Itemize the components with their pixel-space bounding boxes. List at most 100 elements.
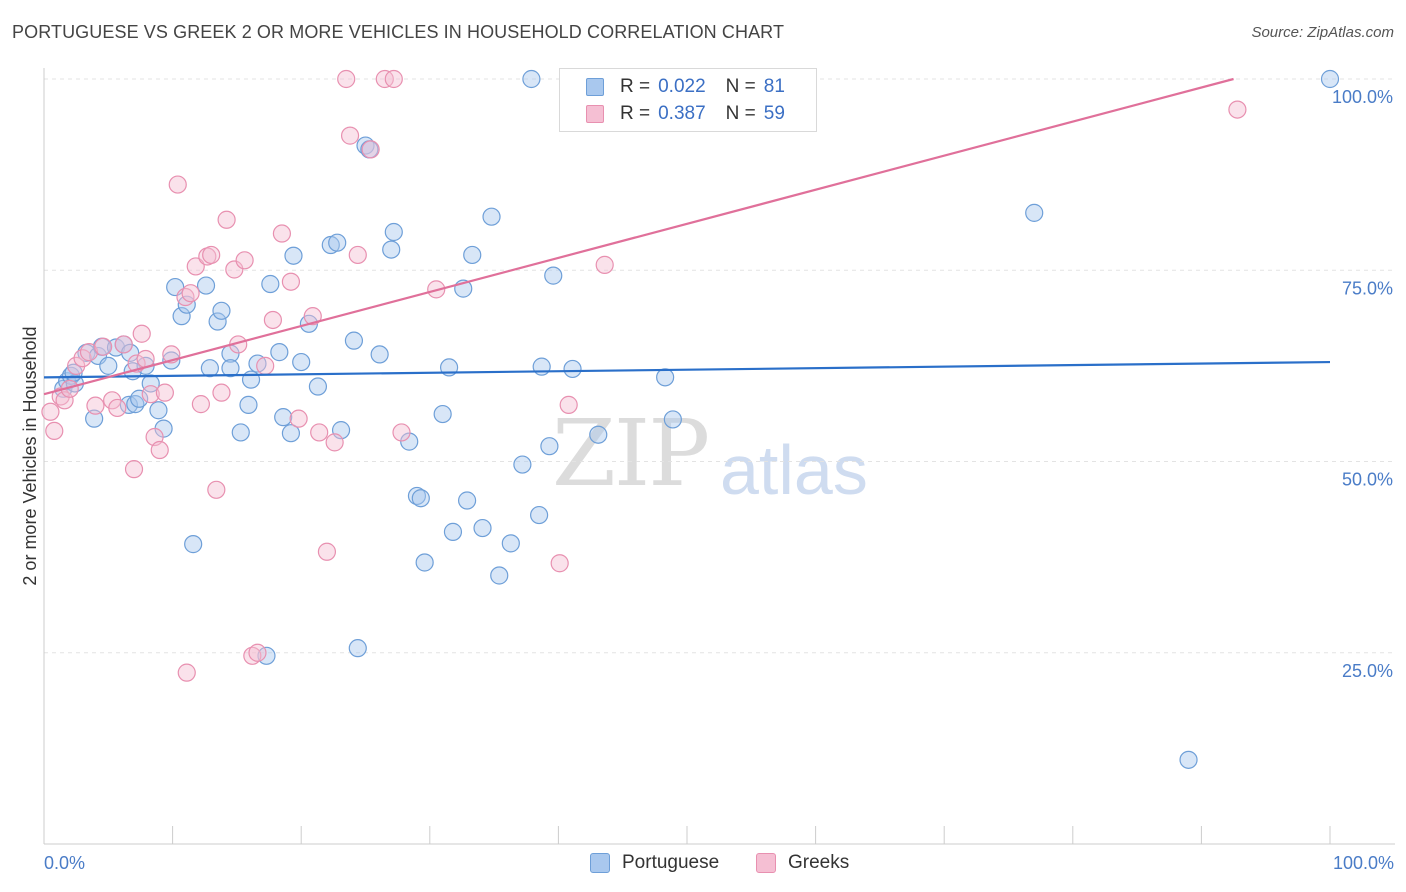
portuguese-point <box>208 312 227 331</box>
portuguese-point <box>177 295 196 314</box>
x-tick-label-min: 0.0% <box>44 853 85 873</box>
greeks-point <box>361 140 380 159</box>
legend-label-greeks: Greeks <box>788 852 850 873</box>
portuguese-point <box>141 374 160 393</box>
portuguese-point <box>348 639 367 658</box>
portuguese-point <box>130 389 149 408</box>
greeks-point <box>186 257 205 276</box>
greeks-point <box>41 402 60 421</box>
portuguese-point <box>231 423 250 442</box>
legend-swatch-greeks <box>586 105 604 123</box>
legend-swatch-portuguese <box>590 853 610 873</box>
portuguese-point <box>522 69 541 89</box>
greeks-point <box>317 542 337 561</box>
portuguese-point <box>149 401 168 420</box>
portuguese-point <box>411 489 430 508</box>
greeks-point <box>225 260 244 279</box>
greeks-point <box>79 343 99 362</box>
legend-row-greeks: R = 0.387 N = 59 <box>586 101 785 127</box>
greeks-point <box>392 423 411 442</box>
greeks-point <box>132 324 151 343</box>
portuguese-point <box>563 359 582 379</box>
greeks-point <box>1228 100 1247 119</box>
portuguese-point <box>370 345 389 364</box>
legend-n-value: 81 <box>763 76 785 97</box>
portuguese-point <box>344 331 364 350</box>
portuguese-trend-line <box>43 360 1331 379</box>
portuguese-point <box>119 395 138 414</box>
portuguese-point <box>284 246 303 265</box>
portuguese-point <box>241 370 261 389</box>
portuguese-point <box>200 359 219 378</box>
greeks-point <box>202 245 221 265</box>
greeks-point <box>168 175 187 194</box>
greeks-point <box>86 396 105 415</box>
portuguese-point <box>261 274 280 294</box>
greeks-point <box>325 433 344 452</box>
greeks-point <box>124 460 144 479</box>
axes <box>43 68 1395 845</box>
grid-lines <box>44 78 1395 654</box>
legend-n-label: N = <box>725 103 756 124</box>
portuguese-point <box>540 437 559 456</box>
portuguese-point <box>463 245 482 265</box>
axis-labels: 2 or more Vehicles in Household 0.0% 100… <box>20 87 1394 873</box>
greeks-point <box>243 646 262 665</box>
portuguese-point <box>1025 203 1044 222</box>
portuguese-point <box>433 404 452 424</box>
legend-r-label: R = <box>620 103 651 124</box>
greeks-point <box>45 421 64 440</box>
legend-item-portuguese[interactable]: Portuguese <box>590 852 719 874</box>
greeks-point <box>272 224 292 243</box>
x-tick-label-max: 100.0% <box>1333 853 1394 873</box>
legend-row-portuguese: R = 0.022 N = 81 <box>586 74 785 100</box>
portuguese-point <box>443 522 463 541</box>
trend-lines <box>43 77 1331 396</box>
portuguese-point <box>530 505 549 525</box>
greeks-point <box>559 395 578 414</box>
greeks-point <box>181 284 200 303</box>
portuguese-point <box>1179 750 1198 769</box>
greeks-point <box>310 423 329 442</box>
portuguese-point <box>501 534 520 553</box>
greeks-point <box>141 385 160 404</box>
greeks-trend-line <box>43 77 1234 396</box>
portuguese-point <box>239 395 258 414</box>
chart-title: PORTUGUESE VS GREEK 2 OR MORE VEHICLES I… <box>12 22 785 42</box>
portuguese-point <box>513 455 532 474</box>
portuguese-point <box>656 368 675 387</box>
greeks-point <box>150 440 169 460</box>
legend-item-greeks[interactable]: Greeks <box>756 852 849 874</box>
greeks-point <box>348 245 367 265</box>
watermark-zip: ZIP <box>552 400 710 507</box>
y-axis-label: 2 or more Vehicles in Household <box>20 326 40 585</box>
greeks-point <box>281 272 301 291</box>
greeks-point <box>248 643 267 662</box>
greeks-point <box>595 255 614 274</box>
legend-n-value: 59 <box>763 103 785 124</box>
portuguese-point <box>544 266 563 285</box>
portuguese-point <box>196 276 216 295</box>
greeks-point <box>217 210 236 229</box>
greeks-point <box>55 391 74 410</box>
greeks-point <box>235 251 254 270</box>
greeks-point <box>155 383 174 402</box>
portuguese-point <box>482 207 501 226</box>
legend-label-portuguese: Portuguese <box>622 852 720 873</box>
portuguese-point <box>184 535 203 554</box>
legend-n-label: N = <box>725 76 756 97</box>
portuguese-point <box>292 352 311 372</box>
legend-swatch-greeks <box>756 853 776 873</box>
greeks-point <box>191 395 210 414</box>
greeks-point <box>384 69 403 89</box>
greeks-point <box>114 335 133 354</box>
x-ticks <box>43 826 1331 844</box>
legend-top: R = 0.022 N = 81 R = 0.387 N = 59 <box>559 68 817 132</box>
y-tick-label: 50.0% <box>1342 470 1393 490</box>
legend-r-value: 0.022 <box>658 76 706 97</box>
chart-source: Source: ZipAtlas.com <box>1251 24 1394 41</box>
greeks-point <box>212 383 231 402</box>
portuguese-point <box>172 307 191 326</box>
greeks-point <box>207 480 226 499</box>
data-points <box>41 69 1340 769</box>
